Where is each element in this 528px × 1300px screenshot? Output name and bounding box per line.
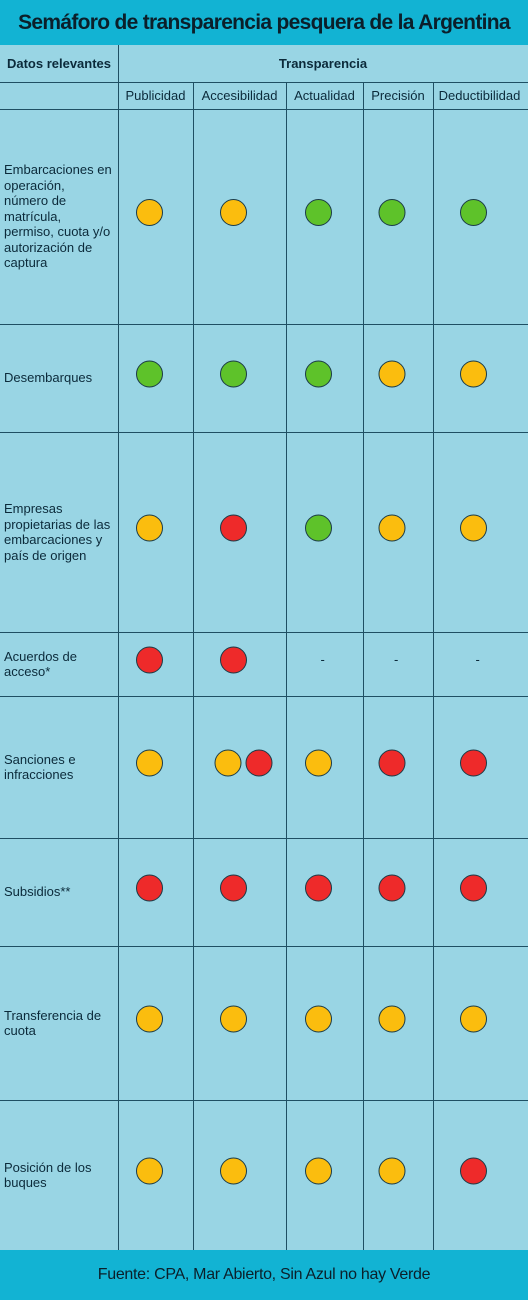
- row-label-text: Sanciones e infracciones: [4, 751, 76, 783]
- status-dot-amarillo: [460, 514, 487, 542]
- group-header: Transparencia: [278, 55, 368, 71]
- row-divider: [0, 696, 528, 697]
- row-label-6: Subsidios**: [4, 838, 112, 946]
- row-divider: [0, 946, 528, 947]
- row-label-text: Posición de los buques: [4, 1159, 92, 1191]
- status-dot-amarillo: [220, 1005, 247, 1033]
- row-label-text: Acuerdos de acceso*: [4, 648, 77, 680]
- status-dot-amarillo: [378, 1005, 406, 1033]
- column-divider: [193, 82, 194, 1250]
- status-dot-amarillo: [460, 360, 487, 388]
- status-dot-amarillo: [305, 1157, 332, 1185]
- status-dot-amarillo: [220, 199, 247, 226]
- chart-title: Semáforo de transparencia pesquera de la…: [18, 10, 510, 34]
- row-label-text: Subsidios**: [4, 884, 71, 900]
- row-label-text: Desembarques: [4, 370, 93, 386]
- status-dot-rojo: [378, 749, 406, 777]
- column-divider: [286, 82, 287, 1250]
- row-divider: [0, 432, 528, 433]
- footer-bar: Fuente: CPA, Mar Abierto, Sin Azul no ha…: [0, 1250, 528, 1300]
- status-dot-amarillo: [136, 1005, 163, 1033]
- status-dot-amarillo: [305, 1005, 332, 1033]
- status-dot-amarillo: [136, 514, 163, 542]
- row-divider: [0, 838, 528, 839]
- source-note: Fuente: CPA, Mar Abierto, Sin Azul no ha…: [97, 1266, 431, 1283]
- status-dot-rojo: [460, 749, 487, 777]
- status-dot-amarillo: [214, 749, 242, 777]
- status-dot-amarillo: [305, 749, 332, 777]
- status-dot-rojo: [136, 874, 163, 902]
- status-dot-rojo: [220, 874, 247, 902]
- row-label-text: Embarcaciones en operación, número de ma…: [4, 162, 112, 271]
- column-header-5: Deductibilidad: [438, 88, 521, 103]
- column-header-2: Accesibilidad: [201, 88, 278, 103]
- status-dot-amarillo: [378, 1157, 406, 1185]
- header-divider: [0, 82, 528, 83]
- status-dot-verde: [378, 199, 406, 226]
- row-label-1: Embarcaciones en operación, número de ma…: [4, 109, 112, 324]
- title-bar: Semáforo de transparencia pesquera de la…: [0, 0, 528, 45]
- row-label-4: Acuerdos de acceso*: [4, 632, 112, 696]
- column-divider: [363, 82, 364, 1250]
- row-header: Datos relevantes: [6, 55, 112, 71]
- row-label-3: Empresas propietarias de las embarcacion…: [4, 432, 112, 632]
- row-label-7: Transferencia de cuota: [4, 946, 112, 1100]
- status-dot-rojo: [220, 646, 247, 674]
- column-header-1: Publicidad: [125, 88, 186, 103]
- status-dot-verde: [305, 199, 332, 226]
- status-dot-amarillo: [220, 1157, 247, 1185]
- row-divider: [0, 1100, 528, 1101]
- status-dot-verde: [220, 360, 247, 388]
- column-divider: [118, 45, 119, 1250]
- status-dot-amarillo: [136, 199, 163, 226]
- status-dot-rojo: [305, 874, 332, 902]
- empty-cell-marker: -: [475, 652, 480, 667]
- status-dot-rojo: [220, 514, 247, 542]
- status-dot-rojo: [245, 749, 273, 777]
- status-dot-amarillo: [136, 1157, 163, 1185]
- row-label-text: Transferencia de cuota: [4, 1007, 102, 1039]
- row-divider: [0, 324, 528, 325]
- status-dot-rojo: [136, 646, 163, 674]
- status-dot-amarillo: [378, 514, 406, 542]
- column-header-4: Precisión: [371, 88, 425, 103]
- row-label-text: Empresas propietarias de las embarcacion…: [4, 501, 111, 563]
- status-dot-verde: [305, 360, 332, 388]
- status-dot-verde: [305, 514, 332, 542]
- status-dot-rojo: [460, 1157, 487, 1185]
- row-divider: [0, 109, 528, 110]
- column-header-3: Actualidad: [294, 88, 355, 103]
- status-dot-verde: [136, 360, 163, 388]
- column-divider: [433, 82, 434, 1250]
- row-label-5: Sanciones e infracciones: [4, 696, 112, 838]
- empty-cell-marker: -: [394, 652, 399, 667]
- status-dot-rojo: [378, 874, 406, 902]
- row-label-8: Posición de los buques: [4, 1100, 112, 1250]
- row-divider: [0, 632, 528, 633]
- status-dot-amarillo: [378, 360, 406, 388]
- status-dot-amarillo: [460, 1005, 487, 1033]
- status-dot-verde: [460, 199, 487, 226]
- empty-cell-marker: -: [320, 652, 325, 667]
- row-label-2: Desembarques: [4, 324, 112, 432]
- status-dot-amarillo: [136, 749, 163, 777]
- status-dot-rojo: [460, 874, 487, 902]
